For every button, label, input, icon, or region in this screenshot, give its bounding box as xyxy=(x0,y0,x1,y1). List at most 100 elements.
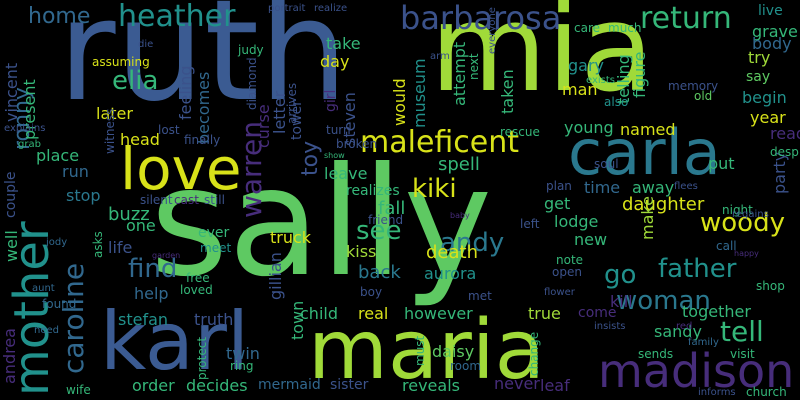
word-read: read xyxy=(770,124,800,143)
word-aunt: aunt xyxy=(32,283,55,294)
word-realizes: realizes xyxy=(346,183,400,199)
word-must: must xyxy=(413,335,427,366)
word-informs: informs xyxy=(698,387,736,398)
word-one: one xyxy=(126,216,156,235)
word-make: make xyxy=(638,196,657,240)
word-begin: begin xyxy=(742,88,787,107)
word-well: well xyxy=(2,230,21,262)
word-found: found xyxy=(42,297,77,311)
word-lodge: lodge xyxy=(554,212,599,231)
word-night: night xyxy=(722,203,753,217)
word-room: room xyxy=(450,359,482,373)
word-protect: protect xyxy=(195,336,209,380)
word-explains: explains xyxy=(4,123,46,134)
word-daisy: daisy xyxy=(432,342,475,361)
word-realize: realize xyxy=(314,3,348,14)
word-stop: stop xyxy=(66,186,101,205)
word-free: free xyxy=(186,271,210,285)
word-never: never xyxy=(494,374,540,393)
word-still: still xyxy=(204,193,225,207)
word-twin: twin xyxy=(226,344,260,363)
word-real: real xyxy=(358,304,389,323)
word-shop: shop xyxy=(756,279,785,293)
word-despite: despite xyxy=(770,145,800,159)
word-care: care xyxy=(574,21,601,35)
word-grave: grave xyxy=(752,22,798,41)
word-body: body xyxy=(752,34,792,53)
word-karl: karl xyxy=(100,295,250,388)
word-stefan: stefan xyxy=(118,310,169,329)
word-boy: boy xyxy=(360,285,383,299)
word-soul: soul xyxy=(594,157,619,171)
word-try: try xyxy=(748,48,771,67)
word-judy: judy xyxy=(238,43,264,57)
word-maria: maria xyxy=(308,303,545,398)
word-attempt: attempt xyxy=(450,41,469,106)
word-find: find xyxy=(128,254,178,284)
word-life: life xyxy=(108,238,133,257)
word-later: later xyxy=(96,104,133,123)
word-father: father xyxy=(658,254,737,284)
word-put: put xyxy=(708,154,735,173)
word-place: place xyxy=(36,146,80,165)
word-taken: taken xyxy=(498,69,517,114)
word-new: new xyxy=(574,230,608,249)
word-go: go xyxy=(604,260,637,290)
word-kiki: kiki xyxy=(412,174,457,204)
word-man: man xyxy=(562,80,598,99)
word-sends: sends xyxy=(638,347,674,361)
word-turn: turn xyxy=(326,123,351,137)
word-gillian: gillian xyxy=(266,252,285,300)
word-caroline: caroline xyxy=(57,262,90,374)
word-named: named xyxy=(620,120,676,139)
word-die: die xyxy=(138,39,154,50)
word-truth: truth xyxy=(194,310,234,329)
word-insists: insists xyxy=(594,321,626,332)
word-sandy: sandy xyxy=(654,322,702,341)
word-rescue: rescue xyxy=(500,125,540,139)
word-get: get xyxy=(544,194,571,213)
word-gary: gary xyxy=(568,56,605,75)
word-maleficent: maleficent xyxy=(360,125,520,160)
word-year: year xyxy=(750,108,786,127)
word-truck: truck xyxy=(270,228,312,247)
word-madison: madison xyxy=(598,344,795,398)
word-also: also xyxy=(604,95,629,109)
word-friend: friend xyxy=(368,213,404,227)
word-decides: decides xyxy=(186,376,248,395)
word-aurora: aurora xyxy=(424,264,477,283)
word-wife: wife xyxy=(66,383,91,397)
word-asks: asks xyxy=(91,231,105,258)
word-woman: woman xyxy=(616,286,711,316)
word-regains: regains xyxy=(732,209,769,220)
word-kill: kill xyxy=(610,292,633,311)
word-baby: baby xyxy=(450,211,470,220)
word-assuming: assuming xyxy=(92,55,150,69)
word-buzz: buzz xyxy=(108,204,150,225)
word-arm: arm xyxy=(430,51,450,62)
word-daughter: daughter xyxy=(622,194,705,215)
word-reveals: reveals xyxy=(402,376,460,395)
word-kiss: kiss xyxy=(346,242,377,261)
word-diamond: diamond xyxy=(245,57,259,110)
word-garden: garden xyxy=(152,251,181,260)
word-portrait: portrait xyxy=(268,3,306,14)
word-barbarosa: barbarosa xyxy=(400,0,562,37)
word-would: would xyxy=(390,78,409,126)
word-fall: fall xyxy=(378,198,406,219)
word-ring: ring xyxy=(230,359,254,373)
word-tell: tell xyxy=(720,315,764,348)
word-much: much xyxy=(608,21,642,35)
word-museum: museum xyxy=(410,58,429,128)
word-need: need xyxy=(34,325,59,336)
word-change: change xyxy=(527,331,541,376)
word-next: next xyxy=(467,53,481,80)
word-day: day xyxy=(320,52,350,71)
word-carla: carla xyxy=(568,116,721,189)
word-run: run xyxy=(62,162,89,181)
word-say: say xyxy=(746,69,771,85)
word-church: church xyxy=(746,385,787,399)
word-ever: ever xyxy=(198,225,230,241)
word-sally: sally xyxy=(150,136,493,310)
word-leaf: leaf xyxy=(540,376,570,395)
